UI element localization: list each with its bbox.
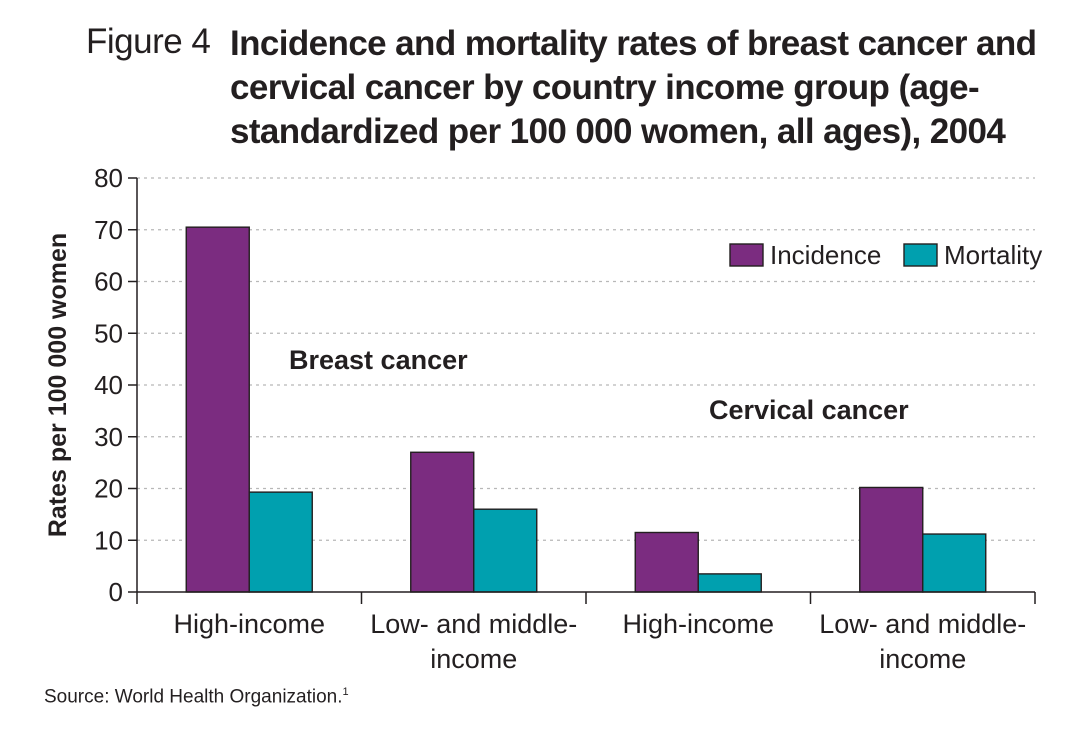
x-category-label: income [430, 644, 517, 674]
group-label-0: Breast cancer [289, 345, 468, 375]
bars [185, 226, 987, 593]
x-category-labels: High-income Low- and middle-income High-in… [173, 609, 1026, 674]
axes [128, 177, 1036, 604]
y-tick-label: 40 [94, 370, 123, 400]
bar-mortality-0 [248, 491, 313, 593]
x-category-label: Low- and middle- [819, 609, 1026, 639]
y-tick-label: 20 [94, 474, 123, 504]
x-category-label: High-income [622, 609, 774, 639]
bar-incidence-0 [185, 226, 250, 593]
legend: Incidence Mortality [729, 240, 1042, 270]
y-tick-label: 80 [94, 163, 123, 193]
y-tick-label: 10 [94, 525, 123, 555]
x-category-label: income [879, 644, 966, 674]
y-tick-label: 60 [94, 267, 123, 297]
bar-mortality-2 [697, 573, 762, 593]
y-tick-label: 70 [94, 215, 123, 245]
bar-mortality-1 [473, 508, 538, 593]
y-tick-label: 30 [94, 422, 123, 452]
y-tick-label: 50 [94, 318, 123, 348]
figure-label: Figure 4 [86, 22, 211, 61]
source-note: Source: World Health Organization.1 [44, 686, 349, 708]
group-label-1: Cervical cancer [709, 395, 909, 425]
chart-title: Incidence and mortality rates of breast … [230, 24, 1037, 151]
source-footnote-marker: 1 [342, 686, 349, 698]
source-text: Source: World Health Organization. [44, 686, 343, 708]
y-tick-labels: 0 10 20 30 40 50 60 70 80 [94, 163, 123, 607]
gridlines [137, 177, 1035, 541]
legend-swatch-mortality [903, 243, 938, 267]
bar-incidence-1 [410, 451, 475, 593]
group-labels: Breast cancer Cervical cancer [289, 345, 909, 425]
legend-swatch-incidence [729, 243, 764, 267]
y-axis-label: Rates per 100 000 women [44, 233, 72, 537]
bar-mortality-3 [922, 533, 987, 593]
y-tick-label: 0 [109, 577, 123, 607]
legend-label-incidence: Incidence [770, 240, 881, 270]
bar-incidence-3 [859, 486, 924, 593]
legend-label-mortality: Mortality [944, 240, 1042, 270]
x-category-label: High-income [173, 609, 325, 639]
x-category-label: Low- and middle- [370, 609, 577, 639]
bar-incidence-2 [634, 531, 699, 593]
